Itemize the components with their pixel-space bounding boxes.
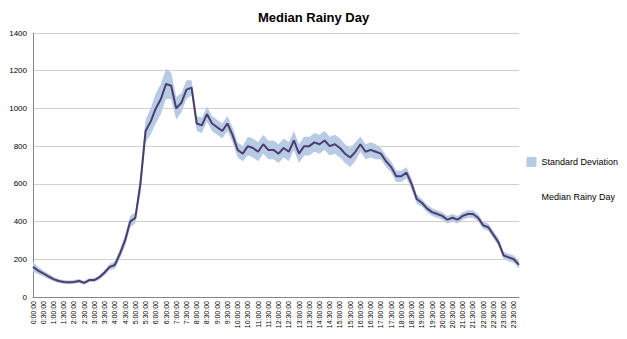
svg-text:4:30:00: 4:30:00 — [122, 301, 129, 324]
svg-text:3:00:00: 3:00:00 — [91, 301, 98, 324]
svg-text:13:30:00: 13:30:00 — [306, 301, 313, 328]
svg-text:Median Rainy Day: Median Rainy Day — [258, 10, 370, 25]
svg-text:8:00:00: 8:00:00 — [193, 301, 200, 324]
svg-text:6:00:00: 6:00:00 — [152, 301, 159, 324]
svg-text:16:30:00: 16:30:00 — [367, 301, 374, 328]
svg-text:200: 200 — [14, 255, 28, 264]
svg-text:15:00:00: 15:00:00 — [336, 301, 343, 328]
svg-text:6:30:00: 6:30:00 — [163, 301, 170, 324]
svg-text:0:00:00: 0:00:00 — [30, 301, 37, 324]
svg-text:20:30:00: 20:30:00 — [449, 301, 456, 328]
svg-text:1:00:00: 1:00:00 — [50, 301, 57, 324]
svg-text:600: 600 — [14, 179, 28, 188]
svg-text:23:00:00: 23:00:00 — [500, 301, 507, 328]
svg-text:3:30:00: 3:30:00 — [101, 301, 108, 324]
svg-text:14:30:00: 14:30:00 — [326, 301, 333, 328]
svg-text:16:00:00: 16:00:00 — [357, 301, 364, 328]
svg-text:17:30:00: 17:30:00 — [388, 301, 395, 328]
svg-text:18:30:00: 18:30:00 — [408, 301, 415, 328]
svg-text:11:00:00: 11:00:00 — [255, 301, 262, 328]
svg-text:4:00:00: 4:00:00 — [111, 301, 118, 324]
svg-text:0: 0 — [23, 293, 28, 302]
svg-text:12:30:00: 12:30:00 — [285, 301, 292, 328]
svg-text:1200: 1200 — [9, 66, 27, 75]
svg-text:8:30:00: 8:30:00 — [203, 301, 210, 324]
svg-text:22:30:00: 22:30:00 — [490, 301, 497, 328]
svg-text:20:00:00: 20:00:00 — [439, 301, 446, 328]
svg-text:800: 800 — [14, 142, 28, 151]
svg-text:2:30:00: 2:30:00 — [81, 301, 88, 324]
svg-text:21:00:00: 21:00:00 — [459, 301, 466, 328]
svg-text:14:00:00: 14:00:00 — [316, 301, 323, 328]
svg-text:12:00:00: 12:00:00 — [275, 301, 282, 328]
svg-text:7:00:00: 7:00:00 — [173, 301, 180, 324]
svg-text:1:30:00: 1:30:00 — [60, 301, 67, 324]
svg-text:0:30:00: 0:30:00 — [40, 301, 47, 324]
svg-text:17:00:00: 17:00:00 — [377, 301, 384, 328]
svg-text:9:30:00: 9:30:00 — [224, 301, 231, 324]
svg-text:9:00:00: 9:00:00 — [214, 301, 221, 324]
svg-text:21:30:00: 21:30:00 — [469, 301, 476, 328]
svg-text:19:00:00: 19:00:00 — [418, 301, 425, 328]
svg-text:1000: 1000 — [9, 104, 27, 113]
svg-text:10:30:00: 10:30:00 — [244, 301, 251, 328]
svg-text:13:00:00: 13:00:00 — [296, 301, 303, 328]
svg-text:5:00:00: 5:00:00 — [132, 301, 139, 324]
svg-text:18:00:00: 18:00:00 — [398, 301, 405, 328]
svg-text:400: 400 — [14, 217, 28, 226]
svg-text:19:30:00: 19:30:00 — [429, 301, 436, 328]
svg-text:10:00:00: 10:00:00 — [234, 301, 241, 328]
svg-text:22:00:00: 22:00:00 — [480, 301, 487, 328]
svg-text:Standard Deviation: Standard Deviation — [541, 157, 618, 167]
svg-text:11:30:00: 11:30:00 — [265, 301, 272, 328]
svg-text:15:30:00: 15:30:00 — [347, 301, 354, 328]
svg-text:5:30:00: 5:30:00 — [142, 301, 149, 324]
svg-text:2:00:00: 2:00:00 — [70, 301, 77, 324]
svg-text:7:30:00: 7:30:00 — [183, 301, 190, 324]
svg-text:Median Rainy Day: Median Rainy Day — [541, 192, 615, 202]
svg-text:1400: 1400 — [9, 29, 27, 38]
svg-text:23:30:00: 23:30:00 — [510, 301, 517, 328]
